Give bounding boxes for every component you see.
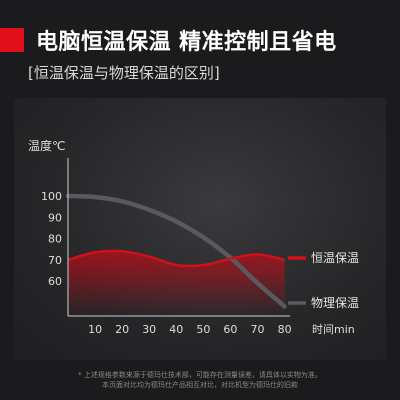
page-subtitle: [恒温保温与物理保温的区别]	[28, 64, 220, 82]
title-bar: 电脑恒温保温 精准控制且省电	[0, 22, 400, 58]
x-tick-label: 50	[196, 323, 210, 336]
title-accent-bar	[0, 28, 24, 52]
series-line-physical	[65, 193, 287, 309]
x-tick-label: 40	[169, 323, 183, 336]
y-tick-label: 80	[48, 233, 62, 246]
legend-label-physical: 物理保温	[311, 296, 359, 310]
x-tick-label: 60	[223, 323, 237, 336]
y-axis-label: 温度℃	[28, 138, 65, 153]
footnote-line-1: * 上述规格参数来源于德玛仕技术部，可能存在测量误差，请具体以实物为准。	[78, 371, 322, 379]
x-tick-label: 10	[88, 323, 102, 336]
y-tick-label: 100	[41, 190, 62, 203]
legend-label-constant: 恒温保温	[311, 251, 359, 265]
y-tick-label: 70	[48, 254, 62, 267]
x-tick-label: 80	[278, 323, 292, 336]
y-tick-label: 60	[48, 275, 62, 288]
footnote-line-2: 本页面对比均为德玛仕产品相互对比，对比机型为德玛仕的旧款	[102, 381, 298, 389]
series-line-constant	[67, 249, 285, 268]
series-area-constant	[68, 250, 285, 316]
y-tick-label: 90	[48, 211, 62, 224]
x-tick-label: 70	[251, 323, 265, 336]
page-title: 电脑恒温保温 精准控制且省电	[36, 30, 337, 55]
x-tick-label: 30	[142, 323, 156, 336]
x-tick-label: 20	[115, 323, 129, 336]
x-axis-label: 时间min	[312, 323, 355, 336]
